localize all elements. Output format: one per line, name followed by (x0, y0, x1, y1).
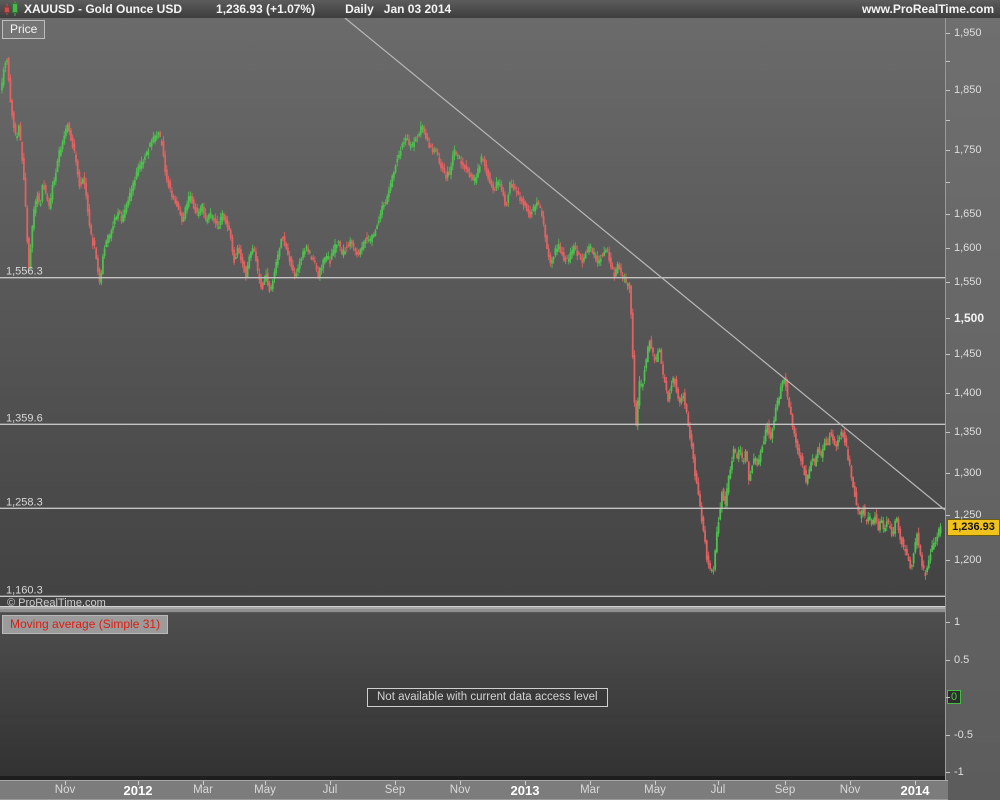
price-axis[interactable]: 1,236.93 0 1,950 1,850 1,750 1,650 1,600 1,55… (945, 18, 1000, 800)
indicator-panel-bottom-border (0, 776, 948, 780)
price-axis-label: 1,750 (954, 144, 982, 157)
price-axis-tick (946, 90, 950, 92)
not-available-message: Not available with current data access l… (367, 688, 608, 707)
time-axis-tick (460, 781, 461, 785)
time-axis-tick (330, 781, 331, 785)
month-label: Mar (580, 784, 600, 796)
month-label: Nov (54, 784, 76, 796)
candles-layer (1, 57, 942, 580)
time-axis-tick (850, 781, 851, 785)
indicator-axis-label: -0.5 (954, 728, 973, 741)
price-axis-tick (946, 472, 950, 474)
time-axis-tick (655, 781, 656, 785)
indicator-panel[interactable]: Moving average (Simple 31) Not available… (0, 613, 945, 776)
month-label: Mar (193, 784, 213, 796)
year-label: 2014 (900, 783, 930, 798)
price-axis-label: 1,300 (954, 466, 982, 479)
price-axis-label: 1,850 (954, 84, 982, 97)
month-label: Jul (710, 784, 726, 796)
price-axis-tick (946, 392, 950, 394)
month-label: Nov (839, 784, 861, 796)
time-axis-tick (590, 781, 591, 785)
time-axis-tick (785, 781, 786, 785)
last-price-and-change: 1,236.93 (+1.07%) (216, 2, 316, 16)
price-axis-label: 1,600 (954, 241, 982, 254)
price-axis-tick (946, 214, 950, 216)
month-label: May (254, 784, 276, 796)
price-chart-canvas[interactable]: 1,556.3 1,359.6 1,258.3 1,160.3 (0, 18, 945, 606)
price-axis-tick (946, 181, 950, 183)
year-label: 2012 (123, 783, 153, 798)
indicator-title[interactable]: Moving average (Simple 31) (2, 615, 169, 634)
price-panel-label[interactable]: Price (2, 20, 46, 39)
chart-date: Jan 03 2014 (383, 2, 452, 16)
top-bar: XAUUSD - Gold Ounce USD 1,236.93 (+1.07%… (0, 0, 1000, 19)
time-axis-tick (138, 781, 139, 785)
price-axis-tick (946, 515, 950, 517)
level-label: 1,258.3 (6, 496, 43, 508)
indicator-axis-tick (946, 659, 950, 661)
month-label: Sep (384, 784, 406, 796)
time-axis-tick (395, 781, 396, 785)
price-axis-tick (946, 33, 950, 34)
symbol-title: XAUUSD - Gold Ounce USD (24, 2, 183, 16)
downtrend-line[interactable] (344, 18, 945, 511)
price-axis-tick (946, 431, 950, 433)
price-axis-label: 1,200 (954, 553, 982, 566)
price-axis-label: 1,400 (954, 386, 982, 399)
price-chart-panel[interactable]: 1,556.3 1,359.6 1,258.3 1,160.3 Price © Pro… (0, 18, 945, 609)
month-label: Jul (322, 784, 338, 796)
horizontal-levels: 1,556.3 1,359.6 1,258.3 1,160.3 (0, 266, 945, 597)
indicator-axis-label: 1 (954, 616, 961, 628)
candlestick-icon (4, 1, 18, 16)
month-label: May (644, 784, 666, 796)
price-axis-label: 1,650 (954, 208, 982, 221)
time-axis-tick (65, 781, 66, 785)
price-axis-tick (946, 61, 950, 63)
indicator-axis-tick (946, 734, 950, 736)
time-axis[interactable]: Nov 2012 Mar May Jul Sep Nov 2013 Mar May Jul Sep No… (0, 780, 948, 800)
indicator-axis-tick (946, 622, 950, 623)
price-axis-tick (946, 247, 950, 249)
month-label: Nov (449, 784, 471, 796)
month-label: Sep (774, 784, 796, 796)
price-axis-tick (946, 317, 950, 319)
indicator-axis-tick (946, 772, 950, 773)
time-axis-tick (915, 781, 916, 785)
indicator-axis-label: -1 (954, 766, 964, 778)
price-axis-tick (946, 559, 950, 561)
brand-link[interactable]: www.ProRealTime.com (861, 2, 994, 16)
level-label: 1,160.3 (6, 584, 43, 596)
price-axis-tick (946, 150, 950, 152)
time-axis-tick (265, 781, 266, 785)
price-axis-label: 1,450 (954, 348, 982, 361)
last-price-badge: 1,236.93 (947, 518, 1000, 536)
price-axis-tick (946, 354, 950, 356)
price-axis-label: 1,500 (954, 310, 985, 325)
price-axis-tick (946, 282, 950, 284)
level-label: 1,359.6 (6, 412, 43, 424)
timeframe-label: Daily (345, 2, 374, 16)
price-axis-label: 1,950 (954, 27, 982, 39)
price-axis-label: 1,250 (954, 509, 982, 522)
indicator-axis-label: 0.5 (954, 653, 970, 666)
year-label: 2013 (510, 783, 540, 798)
time-axis-tick (203, 781, 204, 785)
time-axis-tick (525, 781, 526, 785)
price-axis-label: 1,550 (954, 276, 982, 289)
price-axis-label: 1,350 (954, 425, 982, 438)
price-axis-tick (946, 119, 950, 121)
indicator-axis-tick (946, 697, 950, 698)
level-label: 1,556.3 (6, 266, 43, 278)
time-axis-tick (718, 781, 719, 785)
